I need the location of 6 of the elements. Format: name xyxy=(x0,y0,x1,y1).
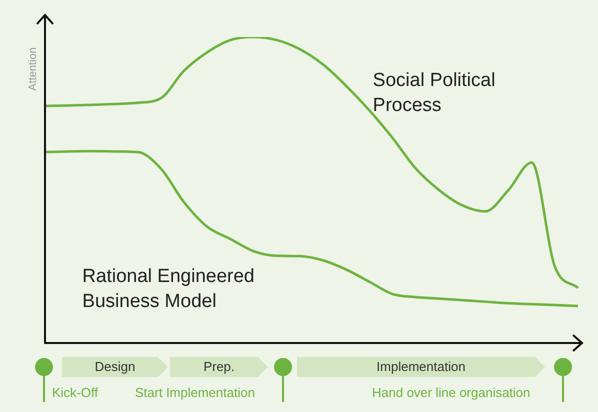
series-label: Social Political Process xyxy=(372,70,496,116)
text: Kick-Off xyxy=(52,385,98,400)
series-label: Rational Engineered Business Model xyxy=(82,266,254,312)
text: Start Implementation xyxy=(135,385,255,400)
y-axis-title: Attention xyxy=(27,47,40,91)
text: Hand over line organisation xyxy=(372,385,530,400)
